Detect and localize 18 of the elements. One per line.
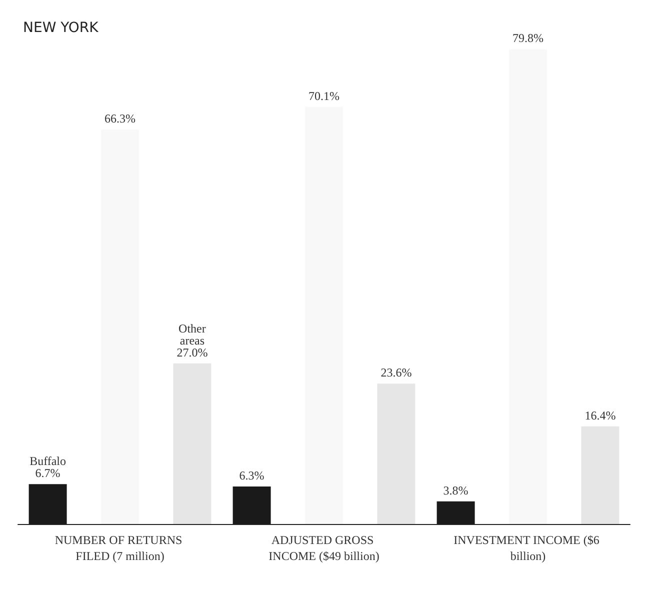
data-label: 70.1%	[308, 88, 340, 103]
series-label: Buffalo	[30, 454, 66, 468]
chart-title: NEW YORK	[23, 20, 100, 36]
bar	[173, 363, 212, 524]
bar	[581, 426, 620, 524]
x-tick-label: ADJUSTED GROSS INCOME ($49 billion)	[268, 533, 380, 563]
data-label: 6.7%	[35, 466, 60, 480]
data-label: 16.4%	[584, 408, 616, 422]
data-label: 79.8%	[512, 31, 544, 46]
series-label: Other areas	[178, 321, 206, 348]
x-tick-label: NUMBER OF RETURNS FILED (7 million)	[54, 533, 186, 563]
data-label: 6.3%	[239, 468, 264, 483]
x-tick-label: INVESTMENT INCOME ($6 billion)	[454, 533, 602, 563]
bar	[377, 384, 416, 524]
data-label: 3.8%	[443, 483, 468, 498]
data-label: 27.0%	[176, 345, 208, 360]
data-label: 23.6%	[380, 366, 412, 380]
data-label: 66.3%	[104, 112, 136, 126]
